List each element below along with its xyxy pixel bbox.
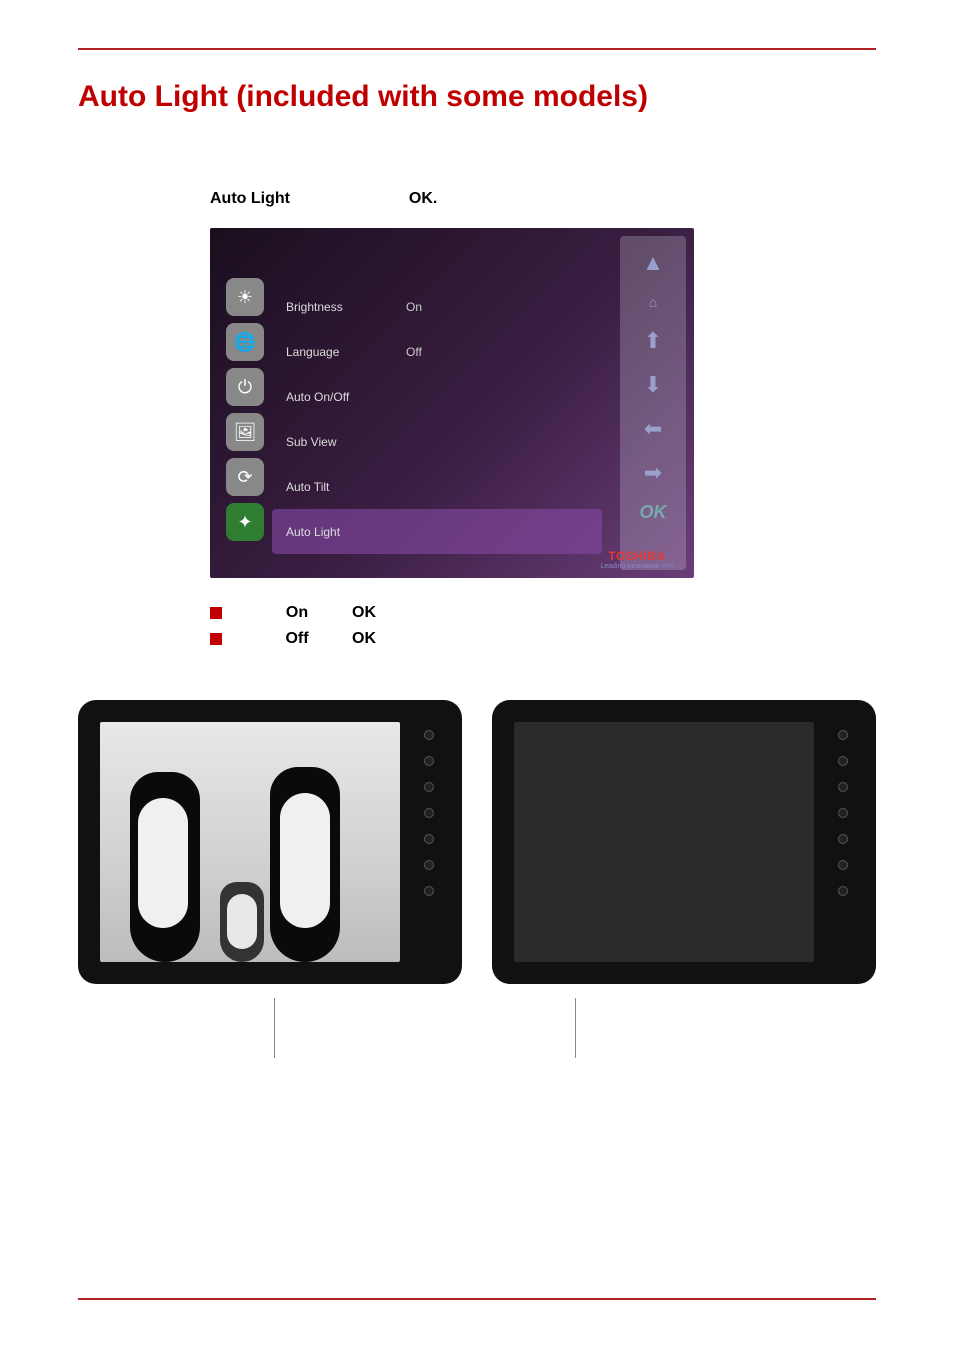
autotilt-icon: ⟳ [226,458,264,496]
penguin-1 [130,772,200,962]
frame-physical-button [838,834,848,844]
instruction-part-a: Auto Light [210,190,290,207]
frame-physical-button [424,782,434,792]
bullet-text-b: OK [352,630,412,648]
bullet-text-a: Off [242,630,352,648]
bullet-text-a: On [242,604,352,622]
bullet-text-b: OK [352,604,412,622]
subview-icon: 🖼 [226,413,264,451]
osd-menu-rows: BrightnessOnLanguageOffAuto On/OffSub Vi… [272,284,602,554]
frame-physical-button [424,886,434,896]
frame-physical-button [838,860,848,870]
osd-row-label: Sub View [286,435,406,449]
autolight-icon: ✦ [226,503,264,541]
brand-block: TOSHIBA Leading Innovation >>> [592,549,682,570]
frame-physical-button [838,782,848,792]
power-icon: ⏻ [226,368,264,406]
language-icon: 🌐 [226,323,264,361]
caption-right [575,998,876,1058]
ok-button-icon: OK [631,498,675,526]
osd-row-label: Auto On/Off [286,390,406,404]
brand-name: TOSHIBA [592,549,682,563]
osd-row-label: Auto Tilt [286,480,406,494]
bullet-list: OnOKOffOK [210,600,412,652]
instruction-line: Auto Light OK. [210,190,437,208]
osd-row-label: Brightness [286,300,406,314]
frame-right-buttons [838,730,848,896]
osd-row: Auto Light [272,509,602,554]
osd-row-value: Off [406,345,422,359]
frame-physical-button [424,860,434,870]
frame-left [78,700,462,984]
osd-row-label: Language [286,345,406,359]
osd-menu-screenshot: ☀🌐⏻🖼⟳✦ BrightnessOnLanguageOffAuto On/Of… [210,228,694,578]
osd-row: Auto Tilt [272,464,602,509]
bottom-rule [78,1298,876,1300]
top-rule [78,48,876,50]
page-title: Auto Light (included with some models) [78,80,648,114]
frame-physical-button [838,730,848,740]
brightness-icon: ☀ [226,278,264,316]
bullet-square-icon [210,607,222,619]
osd-row: BrightnessOn [272,284,602,329]
arrow-left-icon: ⬅ [631,410,675,448]
frame-physical-button [838,886,848,896]
instruction-part-b: OK. [409,190,437,207]
bullet-line: OffOK [210,626,412,652]
frame-right-screen [514,722,814,962]
remote-button-column: ▲ ⌂ ⬆ ⬇ ⬅ ➡ OK [620,236,686,570]
caption-row [78,998,876,1058]
frame-physical-button [838,808,848,818]
bullet-line: OnOK [210,600,412,626]
frame-physical-button [424,730,434,740]
arrow-up-icon: ⬆ [631,322,675,360]
osd-row: Auto On/Off [272,374,602,419]
osd-row: Sub View [272,419,602,464]
frame-left-buttons [424,730,434,896]
osd-row-label: Auto Light [286,525,406,539]
osd-row-value: On [406,300,422,314]
bullet-square-icon [210,633,222,645]
frame-physical-button [424,808,434,818]
frame-physical-button [838,756,848,766]
brand-tagline: Leading Innovation >>> [592,563,682,570]
osd-icon-column: ☀ 🌐 ⏻ 🖼 ⟳ ✦ [220,278,270,548]
frame-left-screen [100,722,400,962]
frame-right [492,700,876,984]
home-up-icon: ⌂ [631,288,675,316]
frame-row [78,700,876,984]
penguin-baby [220,882,264,962]
arrow-down-icon: ⬇ [631,366,675,404]
penguin-2 [270,767,340,962]
frame-physical-button [424,834,434,844]
arrow-right-icon: ➡ [631,454,675,492]
caption-left [274,998,575,1058]
osd-row: LanguageOff [272,329,602,374]
up-arrow-icon: ▲ [631,244,675,282]
frame-physical-button [424,756,434,766]
